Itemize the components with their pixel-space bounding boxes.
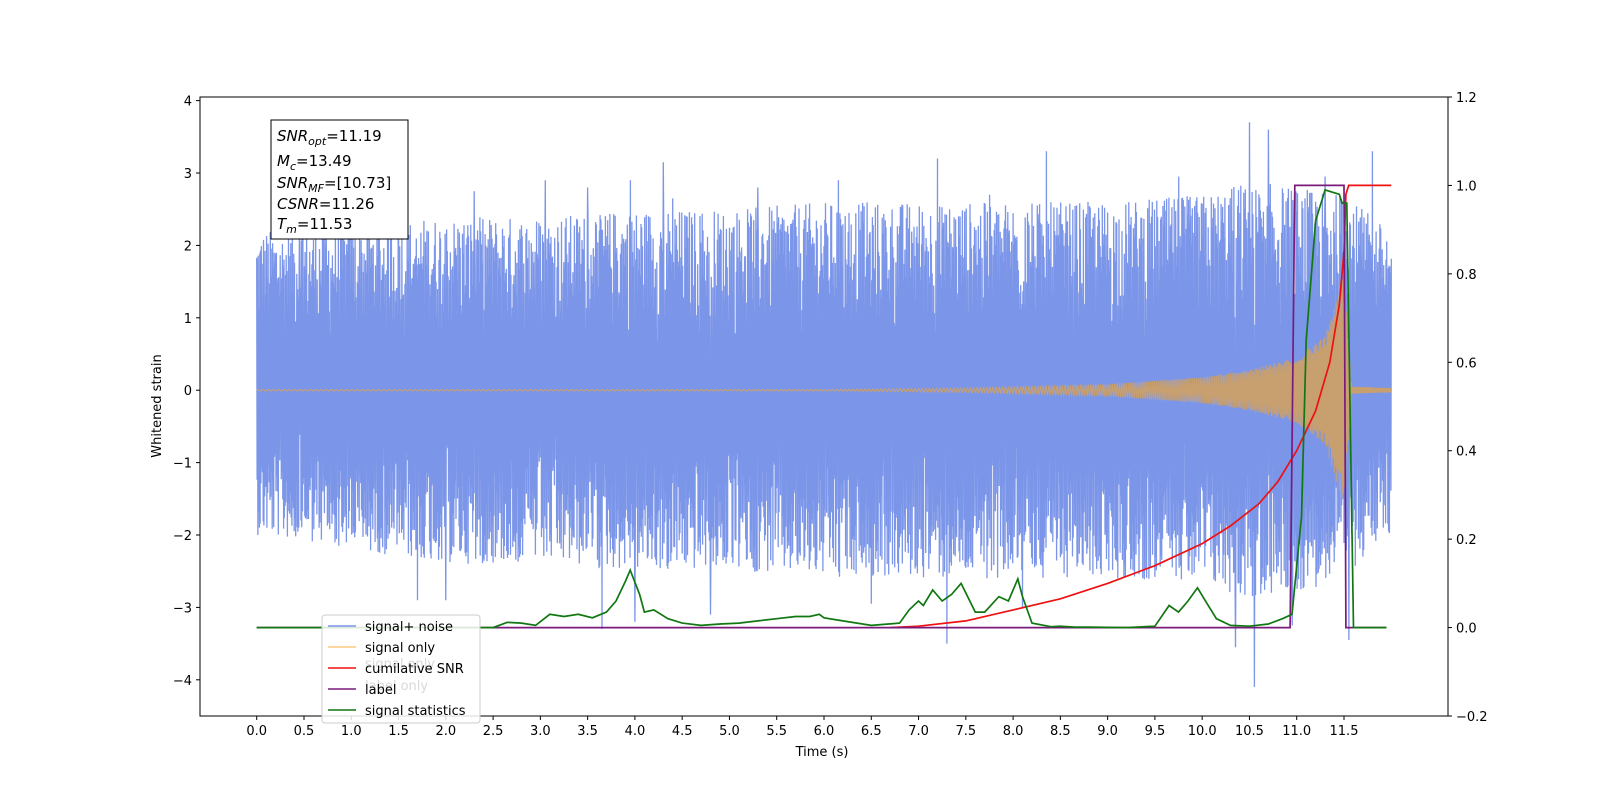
signal-noise-line: [256, 122, 1392, 688]
x-tick-label: 1.5: [388, 724, 409, 739]
y2-tick-label: 1.0: [1456, 179, 1477, 194]
svg-text:signal+ noise: signal+ noise: [365, 620, 453, 635]
x-tick-label: 4.0: [625, 724, 646, 739]
y2-tick-label: 0.6: [1456, 356, 1477, 371]
y-tick-label: 1: [184, 312, 192, 327]
x-tick-label: 8.0: [1003, 724, 1024, 739]
y2-tick-label: 0.8: [1456, 268, 1477, 283]
svg-text:cumilative SNR: cumilative SNR: [365, 662, 464, 677]
legend-ghost-text-1: signal only: [365, 657, 435, 672]
legend-item-signal-noise: signal+ noise: [328, 620, 453, 635]
y2-tick-label: 0.0: [1456, 622, 1477, 637]
x-tick-label: 4.5: [672, 724, 693, 739]
y2-tick-label: 0.4: [1456, 445, 1477, 460]
signal-statistics-line: [256, 188, 1387, 629]
stat-snr-mf: SNRMF=[10.73]: [277, 174, 391, 195]
x-tick-label: 0.0: [246, 724, 267, 739]
x-tick-label: 5.0: [719, 724, 740, 739]
x-tick-label: 11.0: [1282, 724, 1311, 739]
legend-item-signal-only: signal only: [328, 641, 435, 656]
x-tick-label: 5.5: [766, 724, 787, 739]
svg-text:label: label: [365, 683, 396, 698]
x-tick-label: 10.0: [1188, 724, 1217, 739]
x-tick-label: 9.0: [1097, 724, 1118, 739]
series-signal-only: [256, 280, 1392, 498]
legend-item-signal-statistics: signal statistics: [328, 704, 466, 719]
y-tick-label: 3: [184, 167, 192, 182]
signal-only-line: [256, 280, 1392, 498]
x-tick-label: 1.0: [341, 724, 362, 739]
stat-mc: Mc=13.49: [277, 152, 352, 173]
x-axis-label: Time (s): [795, 745, 849, 760]
x-tick-label: 2.0: [435, 724, 456, 739]
x-tick-label: 7.0: [908, 724, 929, 739]
x-tick-label: 0.5: [294, 724, 315, 739]
svg-text:signal statistics: signal statistics: [365, 704, 466, 719]
y-tick-label: −4: [173, 674, 192, 689]
legend-item-cumulative-snr: cumilative SNR: [328, 662, 464, 677]
svg-text:signal only: signal only: [365, 641, 435, 656]
x-axis: 0.0 0.5 1.0 1.5 2.0 2.5 3.0 3.5 4.0 4.5 5.0 5.5 6.0 6…: [246, 716, 1358, 739]
legend-item-label: label: [328, 683, 396, 698]
y-axis-label: Whitened strain: [150, 354, 165, 457]
x-tick-label: 3.5: [577, 724, 598, 739]
legend: signal only label only signal+ noise sig…: [321, 614, 481, 724]
y-tick-label: −3: [173, 601, 192, 616]
y-tick-label: −1: [173, 457, 192, 472]
series-signal-noise: [256, 122, 1392, 688]
x-tick-label: 7.5: [955, 724, 976, 739]
y-tick-label: −2: [173, 529, 192, 544]
x-tick-label: 10.5: [1235, 724, 1264, 739]
y-tick-label: 0: [184, 384, 192, 399]
y-tick-label: 2: [184, 239, 192, 254]
stat-snr-opt: SNRopt=11.19: [277, 127, 382, 148]
x-tick-label: 2.5: [483, 724, 504, 739]
y2-tick-label: −0.2: [1456, 710, 1488, 725]
y-axis-right: −0.2 0.0 0.2 0.4 0.6 0.8 1.0 1.2: [1448, 91, 1488, 725]
legend-ghost-text-2: label only: [365, 679, 428, 694]
cumilative-snr-line: [890, 184, 1392, 629]
x-tick-label: 6.5: [861, 724, 882, 739]
series-lines: [256, 184, 1392, 629]
stats-box: SNRopt=11.19 Mc=13.49 SNRMF=[10.73] CSNR…: [270, 119, 409, 240]
x-tick-label: 11.5: [1330, 724, 1359, 739]
y2-tick-label: 0.2: [1456, 533, 1477, 548]
x-tick-label: 9.5: [1145, 724, 1166, 739]
x-tick-label: 8.5: [1050, 724, 1071, 739]
stat-tm: Tm=11.53: [277, 215, 352, 236]
y-tick-label: 4: [184, 95, 192, 110]
x-tick-label: 6.0: [814, 724, 835, 739]
x-tick-label: 3.0: [530, 724, 551, 739]
y-axis-left: −4 −3 −2 −1 0 1 2 3 4: [173, 95, 200, 689]
y2-tick-label: 1.2: [1456, 91, 1477, 106]
stat-csnr: CSNR=11.26: [277, 195, 374, 213]
